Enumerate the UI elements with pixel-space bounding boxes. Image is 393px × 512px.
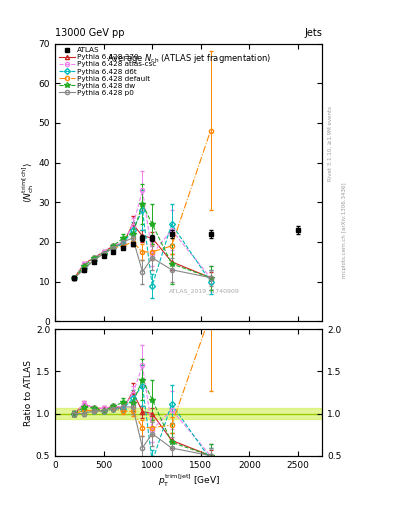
X-axis label: $p_{\mathrm{T}}^{\mathrm{trim[jet]}}$ [GeV]: $p_{\mathrm{T}}^{\mathrm{trim[jet]}}$ [G… xyxy=(158,472,220,488)
Bar xyxy=(55,408,322,419)
Text: Jets: Jets xyxy=(305,28,322,38)
Legend: ATLAS, Pythia 6.428 370, Pythia 6.428 atlas-csc, Pythia 6.428 d6t, Pythia 6.428 : ATLAS, Pythia 6.428 370, Pythia 6.428 at… xyxy=(57,46,158,97)
Text: mcplots.cern.ch [arXiv:1306.3436]: mcplots.cern.ch [arXiv:1306.3436] xyxy=(342,183,347,278)
Y-axis label: Ratio to ATLAS: Ratio to ATLAS xyxy=(24,359,33,425)
Text: 13000 GeV pp: 13000 GeV pp xyxy=(55,28,125,38)
Text: ATLAS_2019_I1740909: ATLAS_2019_I1740909 xyxy=(169,288,240,293)
Y-axis label: $\langle N_{\mathrm{ch}}^{\mathrm{trim[ch]}}\rangle$: $\langle N_{\mathrm{ch}}^{\mathrm{trim[c… xyxy=(20,162,36,203)
Text: Average $N_{\mathrm{ch}}$ (ATLAS jet fragmentation): Average $N_{\mathrm{ch}}$ (ATLAS jet fra… xyxy=(107,52,271,65)
Text: Rivet 3.1.10, ≥1.9M events: Rivet 3.1.10, ≥1.9M events xyxy=(328,106,333,181)
